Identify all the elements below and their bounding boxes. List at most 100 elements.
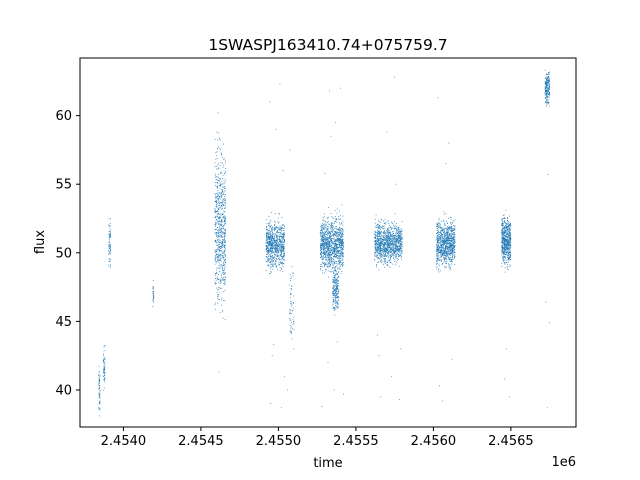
data-point	[444, 252, 446, 254]
data-point	[335, 232, 337, 233]
data-point	[392, 245, 394, 247]
data-point	[338, 262, 340, 264]
data-point	[98, 384, 100, 386]
data-point	[443, 211, 445, 213]
data-point	[388, 245, 390, 247]
data-point	[221, 171, 223, 173]
data-point	[224, 220, 226, 222]
data-point	[378, 261, 380, 263]
data-point	[334, 234, 336, 236]
data-point	[342, 244, 343, 246]
data-point	[267, 257, 269, 259]
data-point	[321, 252, 323, 253]
data-point	[441, 229, 443, 231]
data-point	[328, 242, 330, 243]
data-point	[272, 258, 274, 259]
data-point	[214, 209, 216, 211]
data-point	[216, 241, 218, 243]
data-point	[377, 226, 379, 228]
data-point	[278, 243, 280, 245]
data-point	[452, 234, 454, 235]
data-point	[439, 234, 441, 236]
data-point	[280, 240, 282, 241]
data-point	[399, 234, 401, 236]
data-point	[222, 265, 224, 266]
data-point	[446, 252, 448, 253]
data-point	[378, 247, 379, 248]
data-point	[328, 265, 330, 267]
data-point	[224, 255, 226, 257]
data-point	[323, 228, 324, 230]
data-point	[444, 253, 446, 255]
data-point	[380, 251, 382, 253]
data-point	[332, 281, 334, 283]
data-point	[110, 236, 111, 238]
data-point	[333, 288, 335, 290]
data-point	[383, 220, 384, 222]
data-point	[221, 180, 223, 182]
data-point	[337, 285, 339, 287]
data-point	[329, 244, 331, 246]
data-point	[449, 254, 451, 255]
data-point	[282, 271, 284, 273]
data-point	[326, 237, 328, 239]
data-point	[335, 266, 337, 268]
data-point	[104, 369, 105, 371]
data-point	[279, 244, 281, 246]
data-point	[335, 285, 337, 286]
data-point	[341, 228, 343, 229]
data-point	[334, 239, 335, 241]
data-point	[321, 228, 323, 229]
data-point	[383, 242, 385, 243]
data-point	[341, 235, 343, 236]
data-point	[224, 259, 226, 261]
data-point	[398, 238, 399, 240]
data-point	[108, 242, 110, 244]
data-point	[222, 311, 224, 313]
data-point	[447, 240, 449, 242]
data-point	[325, 263, 326, 265]
data-point	[333, 232, 334, 234]
data-point	[451, 236, 453, 238]
data-point	[221, 189, 223, 191]
data-point	[338, 246, 340, 248]
data-point	[224, 178, 226, 180]
data-point	[270, 233, 271, 234]
data-point	[378, 240, 380, 241]
data-point	[283, 252, 285, 254]
data-point	[392, 242, 394, 243]
data-point	[325, 264, 327, 265]
data-point	[215, 221, 217, 223]
data-point	[333, 242, 335, 244]
data-point	[340, 233, 341, 235]
data-point	[216, 295, 218, 297]
data-point	[396, 230, 397, 232]
data-point	[103, 354, 104, 356]
data-point	[324, 263, 326, 265]
data-point	[396, 249, 398, 251]
data-point	[393, 257, 395, 259]
data-point	[453, 228, 455, 230]
data-point	[326, 255, 328, 257]
data-point	[401, 233, 403, 235]
data-point	[376, 265, 377, 267]
data-point	[335, 227, 336, 229]
data-point	[289, 278, 291, 279]
data-point	[333, 287, 334, 289]
data-point	[109, 253, 111, 254]
data-point	[329, 246, 331, 248]
data-point	[336, 236, 338, 238]
data-point	[265, 270, 267, 272]
data-point	[274, 224, 276, 225]
data-point	[108, 246, 110, 248]
data-point	[383, 239, 385, 240]
data-point	[396, 225, 398, 227]
data-point	[281, 230, 283, 232]
data-point	[330, 264, 331, 265]
data-point	[280, 233, 282, 235]
data-point	[384, 244, 385, 246]
data-point	[392, 241, 393, 242]
data-point	[447, 239, 449, 240]
data-point	[449, 226, 451, 228]
data-point	[319, 267, 321, 269]
